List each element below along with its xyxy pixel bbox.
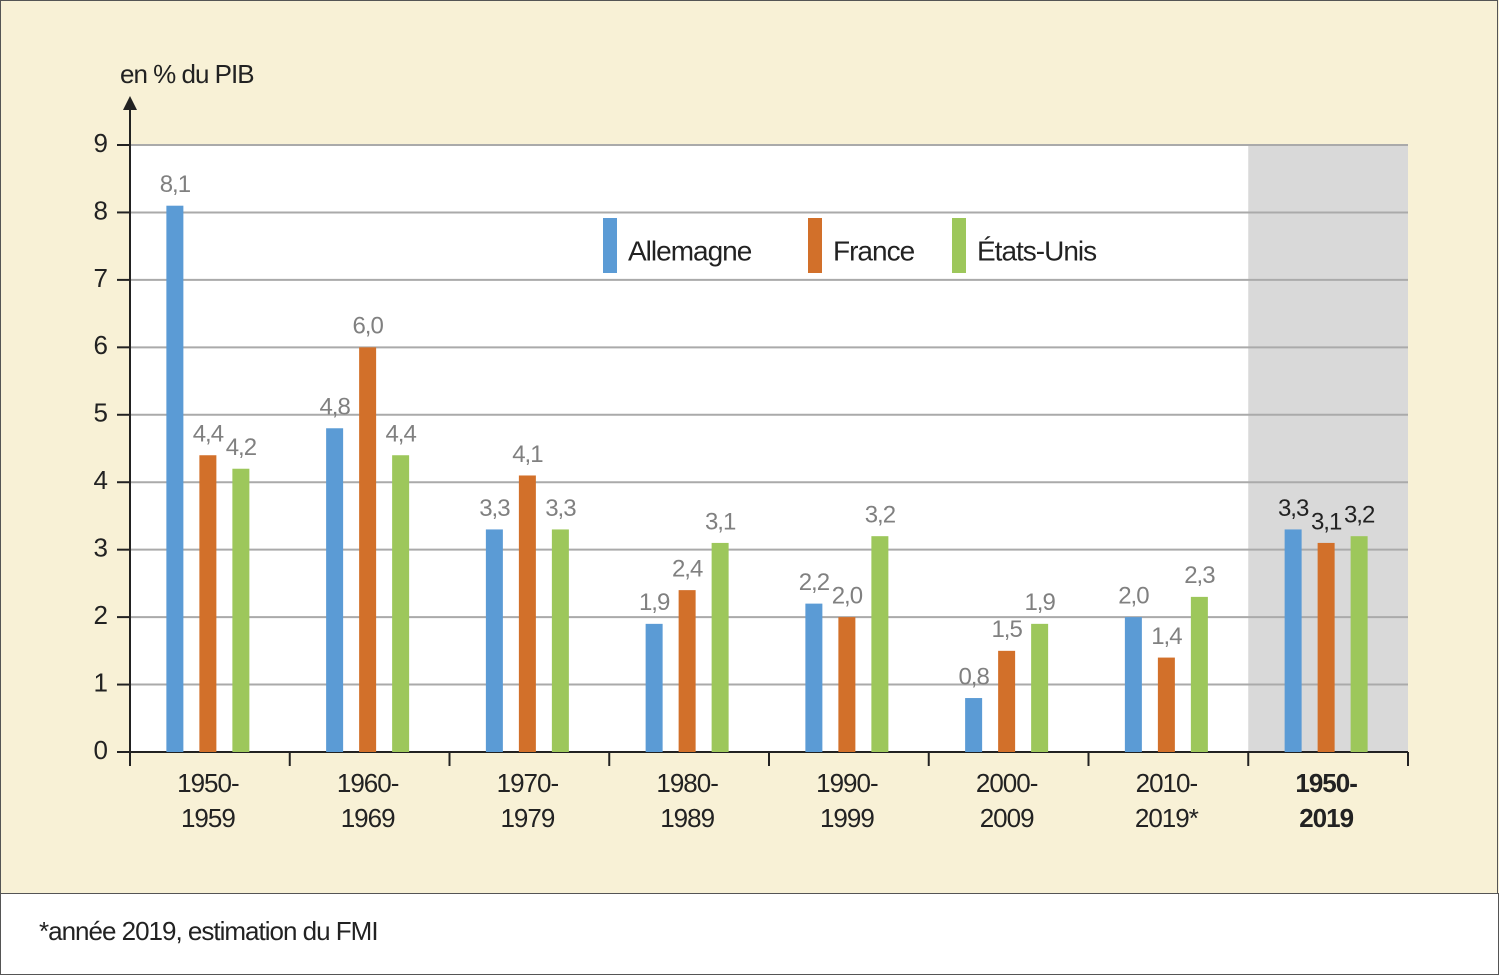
value-label: 3,3	[479, 495, 510, 522]
bar	[392, 455, 410, 752]
bar	[1284, 529, 1302, 752]
y-tick-label: 1	[94, 667, 108, 697]
bar	[1317, 542, 1335, 752]
bar	[871, 536, 889, 752]
x-tick-label: 1990- 1999	[816, 768, 879, 833]
bar	[166, 205, 184, 752]
value-label: 1,5	[991, 616, 1022, 643]
legend-swatch	[603, 218, 617, 273]
legend-label: France	[833, 235, 915, 266]
value-label: 2,2	[799, 569, 830, 596]
bar	[998, 650, 1016, 752]
bar	[485, 529, 503, 752]
y-tick-label: 0	[94, 735, 108, 765]
bar	[1031, 623, 1049, 752]
legend-label: États-Unis	[977, 235, 1096, 266]
value-label: 6,0	[352, 313, 383, 340]
value-label: 3,3	[1278, 495, 1309, 522]
bar	[1350, 536, 1368, 752]
y-tick-label: 5	[94, 398, 108, 428]
bar	[199, 455, 217, 752]
value-label: 1,9	[639, 589, 670, 616]
y-tick-label: 8	[94, 195, 108, 225]
bar	[518, 475, 536, 752]
value-label: 4,4	[385, 421, 416, 448]
y-tick-label: 2	[94, 600, 108, 630]
x-tick-label: 1970- 1979	[496, 768, 560, 833]
bar	[838, 617, 856, 752]
value-label: 2,4	[672, 555, 703, 582]
value-label: 3,3	[545, 495, 576, 522]
x-tick-label: 1960- 1969	[336, 768, 400, 833]
x-tick-label: 2000- 2009	[975, 768, 1039, 833]
bar	[551, 529, 569, 752]
value-label: 3,2	[865, 502, 896, 529]
legend-swatch	[952, 218, 966, 273]
value-label: 0,8	[958, 663, 989, 690]
y-axis-arrow	[123, 96, 137, 110]
value-label: 3,1	[705, 508, 736, 535]
value-label: 1,9	[1024, 589, 1055, 616]
legend-swatch	[808, 218, 822, 273]
value-label: 4,2	[226, 434, 257, 461]
plot-area	[130, 145, 1408, 752]
bar	[965, 698, 983, 752]
legend-label: Allemagne	[628, 235, 752, 266]
value-label: 1,4	[1151, 623, 1182, 650]
x-tick-label: 1980- 1989	[656, 768, 719, 833]
value-label: 2,3	[1184, 562, 1215, 589]
value-label: 4,4	[193, 421, 224, 448]
bar	[232, 468, 250, 752]
bar	[1190, 596, 1208, 752]
footnote-box: *année 2019, estimation du FMI	[0, 893, 1499, 975]
y-axis-label: en % du PIB	[120, 59, 254, 89]
bar	[805, 603, 823, 752]
y-tick-label: 7	[94, 263, 108, 293]
bar	[326, 428, 344, 752]
y-tick-label: 4	[94, 465, 108, 495]
bar	[678, 590, 696, 752]
x-tick-label: 1950- 2019	[1295, 768, 1358, 833]
x-tick-label: 2010- 2019*	[1134, 768, 1199, 833]
y-tick-label: 9	[94, 128, 108, 158]
value-label: 8,1	[160, 171, 191, 198]
y-tick-label: 3	[94, 533, 108, 563]
value-label: 3,1	[1311, 508, 1342, 535]
bar	[711, 542, 729, 752]
bar	[645, 623, 663, 752]
value-label: 4,8	[319, 394, 350, 421]
footnote: *année 2019, estimation du FMI	[39, 916, 379, 946]
y-tick-label: 6	[94, 330, 108, 360]
value-label: 4,1	[512, 441, 543, 468]
bar	[359, 347, 377, 752]
bar	[1157, 657, 1175, 752]
value-label: 2,0	[1118, 582, 1149, 609]
value-label: 3,2	[1344, 502, 1375, 529]
bar	[1124, 617, 1142, 752]
value-label: 2,0	[832, 582, 863, 609]
x-tick-label: 1950- 1959	[177, 768, 240, 833]
